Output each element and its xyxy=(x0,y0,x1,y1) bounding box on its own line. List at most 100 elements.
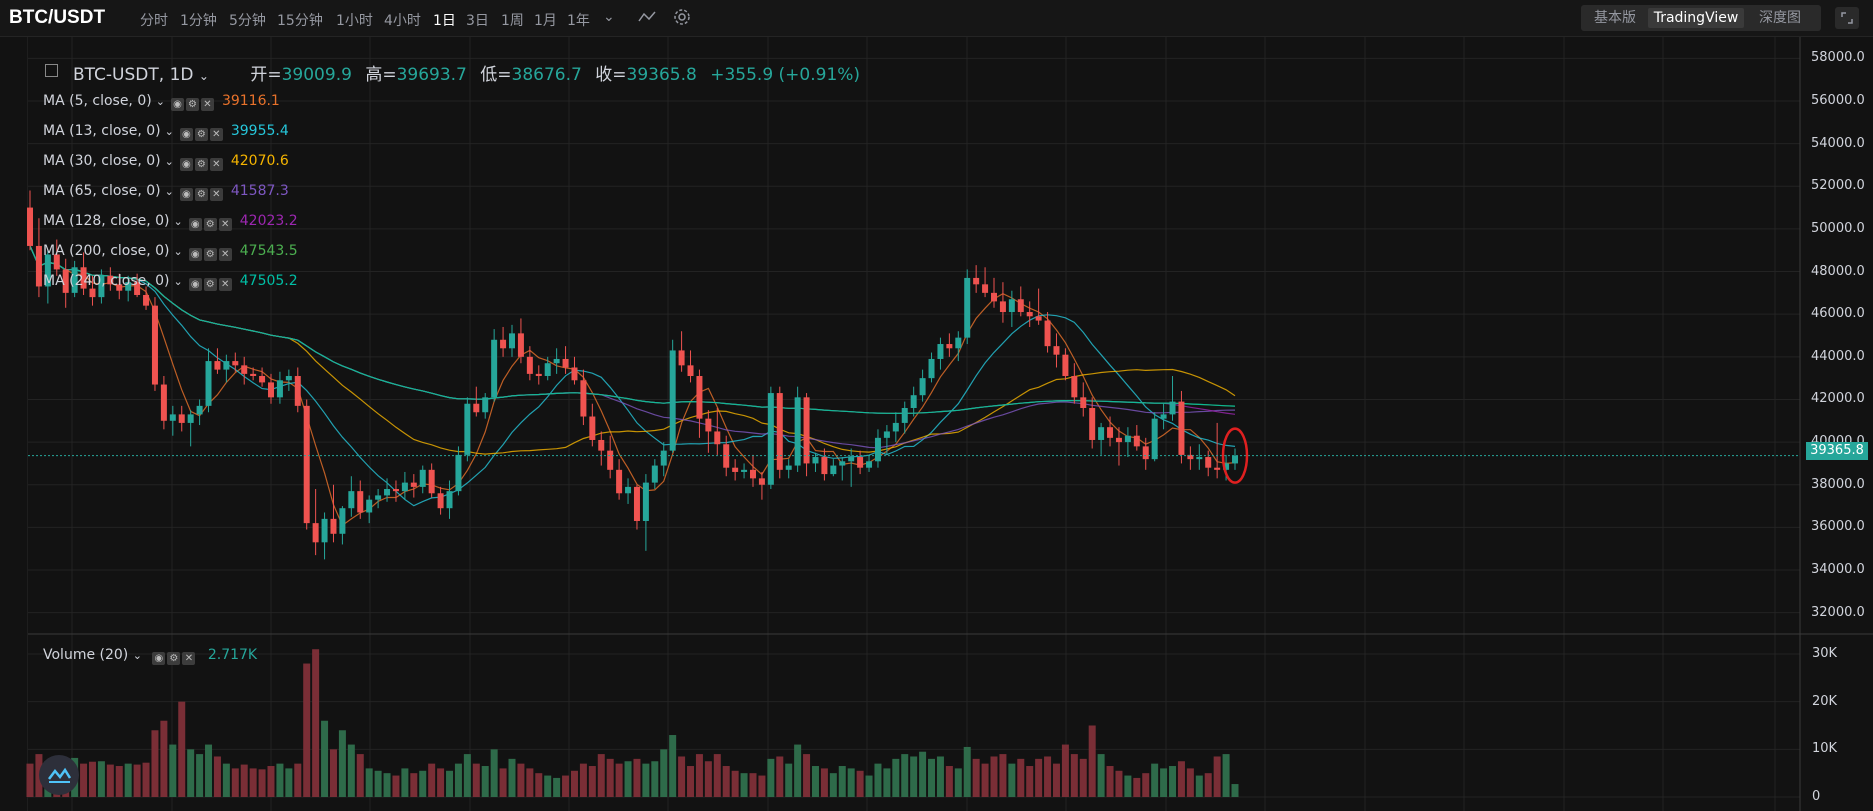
close-icon[interactable]: ✕ xyxy=(182,652,196,665)
volume-bar xyxy=(936,756,944,797)
chevron-down-icon[interactable]: ⌄ xyxy=(164,125,174,138)
candle-body xyxy=(464,403,471,455)
gear-icon[interactable]: ⚙ xyxy=(203,218,217,231)
eye-icon[interactable]: ◉ xyxy=(188,218,202,231)
symbol-label[interactable]: BTC-USDT, 1D xyxy=(73,65,194,85)
eye-icon[interactable]: ◉ xyxy=(188,278,202,291)
interval-6[interactable]: 1日 xyxy=(433,13,456,29)
candle-body xyxy=(857,457,864,468)
indicator-name[interactable]: MA (200, close, 0) xyxy=(43,243,170,259)
gear-icon[interactable]: ⚙ xyxy=(194,188,208,201)
view-button-0[interactable]: 基本版 xyxy=(1594,10,1636,26)
candle-body xyxy=(169,414,176,421)
gear-icon[interactable]: ⚙ xyxy=(194,158,208,171)
gear-icon[interactable]: ⚙ xyxy=(167,652,181,665)
gear-icon[interactable] xyxy=(672,7,692,27)
indicator-name[interactable]: MA (13, close, 0) xyxy=(43,123,161,139)
candle-body xyxy=(696,376,703,419)
interval-0[interactable]: 分时 xyxy=(140,13,168,29)
eye-icon[interactable]: ◉ xyxy=(152,652,166,665)
fullscreen-icon xyxy=(1841,12,1853,24)
volume-bar xyxy=(919,751,927,797)
volume-bar xyxy=(1169,766,1177,797)
gear-icon[interactable]: ⚙ xyxy=(194,128,208,141)
interval-7[interactable]: 3日 xyxy=(466,13,489,29)
volume-bar xyxy=(1124,775,1132,797)
close-icon[interactable]: ✕ xyxy=(218,278,232,291)
candle-body xyxy=(517,333,524,357)
candle-body xyxy=(1026,312,1033,317)
volume-bar xyxy=(570,770,578,797)
indicator-buttons: ◉ ⚙ ✕ xyxy=(179,185,225,201)
view-button-1[interactable]: TradingView xyxy=(1648,8,1744,28)
close-icon[interactable]: ✕ xyxy=(209,188,223,201)
chevron-down-icon[interactable]: ⌄ xyxy=(173,215,183,228)
chevron-down-icon[interactable]: ⌄ xyxy=(155,95,165,108)
chart-type-icon[interactable] xyxy=(637,9,657,25)
eye-icon[interactable]: ◉ xyxy=(179,158,193,171)
chevron-down-icon[interactable]: ⌄ xyxy=(173,275,183,288)
view-button-2[interactable]: 深度图 xyxy=(1759,10,1801,26)
interval-4[interactable]: 1小时 xyxy=(336,13,373,29)
volume-bar xyxy=(97,761,105,797)
candle-body xyxy=(491,339,498,398)
volume-bar xyxy=(678,756,686,797)
volume-bar xyxy=(713,754,721,797)
volume-bar xyxy=(847,768,855,797)
eye-icon[interactable]: ◉ xyxy=(179,188,193,201)
volume-bar xyxy=(865,775,873,797)
close-icon[interactable]: ✕ xyxy=(200,98,214,111)
candle-body xyxy=(714,431,721,445)
chevron-down-icon[interactable]: ⌄ xyxy=(164,155,174,168)
volume-name[interactable]: Volume (20) xyxy=(43,647,129,663)
fullscreen-button[interactable] xyxy=(1835,7,1859,29)
eye-icon[interactable]: ◉ xyxy=(170,98,184,111)
eye-icon[interactable]: ◉ xyxy=(179,128,193,141)
collapse-legend-icon[interactable] xyxy=(45,64,58,77)
candle-body xyxy=(44,254,51,287)
candle-body xyxy=(785,465,792,470)
interval-9[interactable]: 1月 xyxy=(534,13,557,29)
volume-bar xyxy=(276,763,284,797)
close-icon[interactable]: ✕ xyxy=(209,158,223,171)
volume-bar xyxy=(1222,754,1230,797)
chevron-down-icon[interactable]: ⌄ xyxy=(198,69,209,83)
close-icon[interactable]: ✕ xyxy=(209,128,223,141)
chevron-down-icon[interactable]: ⌄ xyxy=(173,245,183,258)
volume-bar xyxy=(704,761,712,797)
indicator-name[interactable]: MA (240, close, 0) xyxy=(43,273,170,289)
close-icon[interactable]: ✕ xyxy=(218,248,232,261)
gear-icon[interactable]: ⚙ xyxy=(185,98,199,111)
gear-icon[interactable]: ⚙ xyxy=(203,248,217,261)
volume-bar xyxy=(142,762,150,797)
candle-body xyxy=(687,365,694,377)
indicator-name[interactable]: MA (5, close, 0) xyxy=(43,93,152,109)
eye-icon[interactable]: ◉ xyxy=(188,248,202,261)
interval-3[interactable]: 15分钟 xyxy=(277,13,323,29)
indicator-name[interactable]: MA (128, close, 0) xyxy=(43,213,170,229)
candle-body xyxy=(437,493,444,509)
candle-body xyxy=(455,454,462,492)
candle-body xyxy=(1223,463,1230,470)
interval-5[interactable]: 4小时 xyxy=(384,13,421,29)
chevron-down-icon[interactable]: ⌄ xyxy=(603,8,615,24)
candle-body xyxy=(160,384,167,421)
candle-body xyxy=(598,439,605,451)
ma-line xyxy=(29,245,1236,415)
volume-bar xyxy=(508,758,516,797)
interval-2[interactable]: 5分钟 xyxy=(229,13,266,29)
interval-8[interactable]: 1周 xyxy=(501,13,524,29)
close-icon[interactable]: ✕ xyxy=(218,218,232,231)
price-chart[interactable] xyxy=(0,37,1873,811)
volume-bar xyxy=(1186,768,1194,797)
indicator-name[interactable]: MA (30, close, 0) xyxy=(43,153,161,169)
gear-icon[interactable]: ⚙ xyxy=(203,278,217,291)
chevron-down-icon[interactable]: ⌄ xyxy=(132,649,142,662)
candle-body xyxy=(500,339,507,349)
interval-10[interactable]: 1年 xyxy=(567,13,590,29)
current-price-tag: 39365.8 xyxy=(1806,442,1868,460)
interval-1[interactable]: 1分钟 xyxy=(180,13,217,29)
candle-body xyxy=(1080,397,1087,408)
indicator-name[interactable]: MA (65, close, 0) xyxy=(43,183,161,199)
chevron-down-icon[interactable]: ⌄ xyxy=(164,185,174,198)
